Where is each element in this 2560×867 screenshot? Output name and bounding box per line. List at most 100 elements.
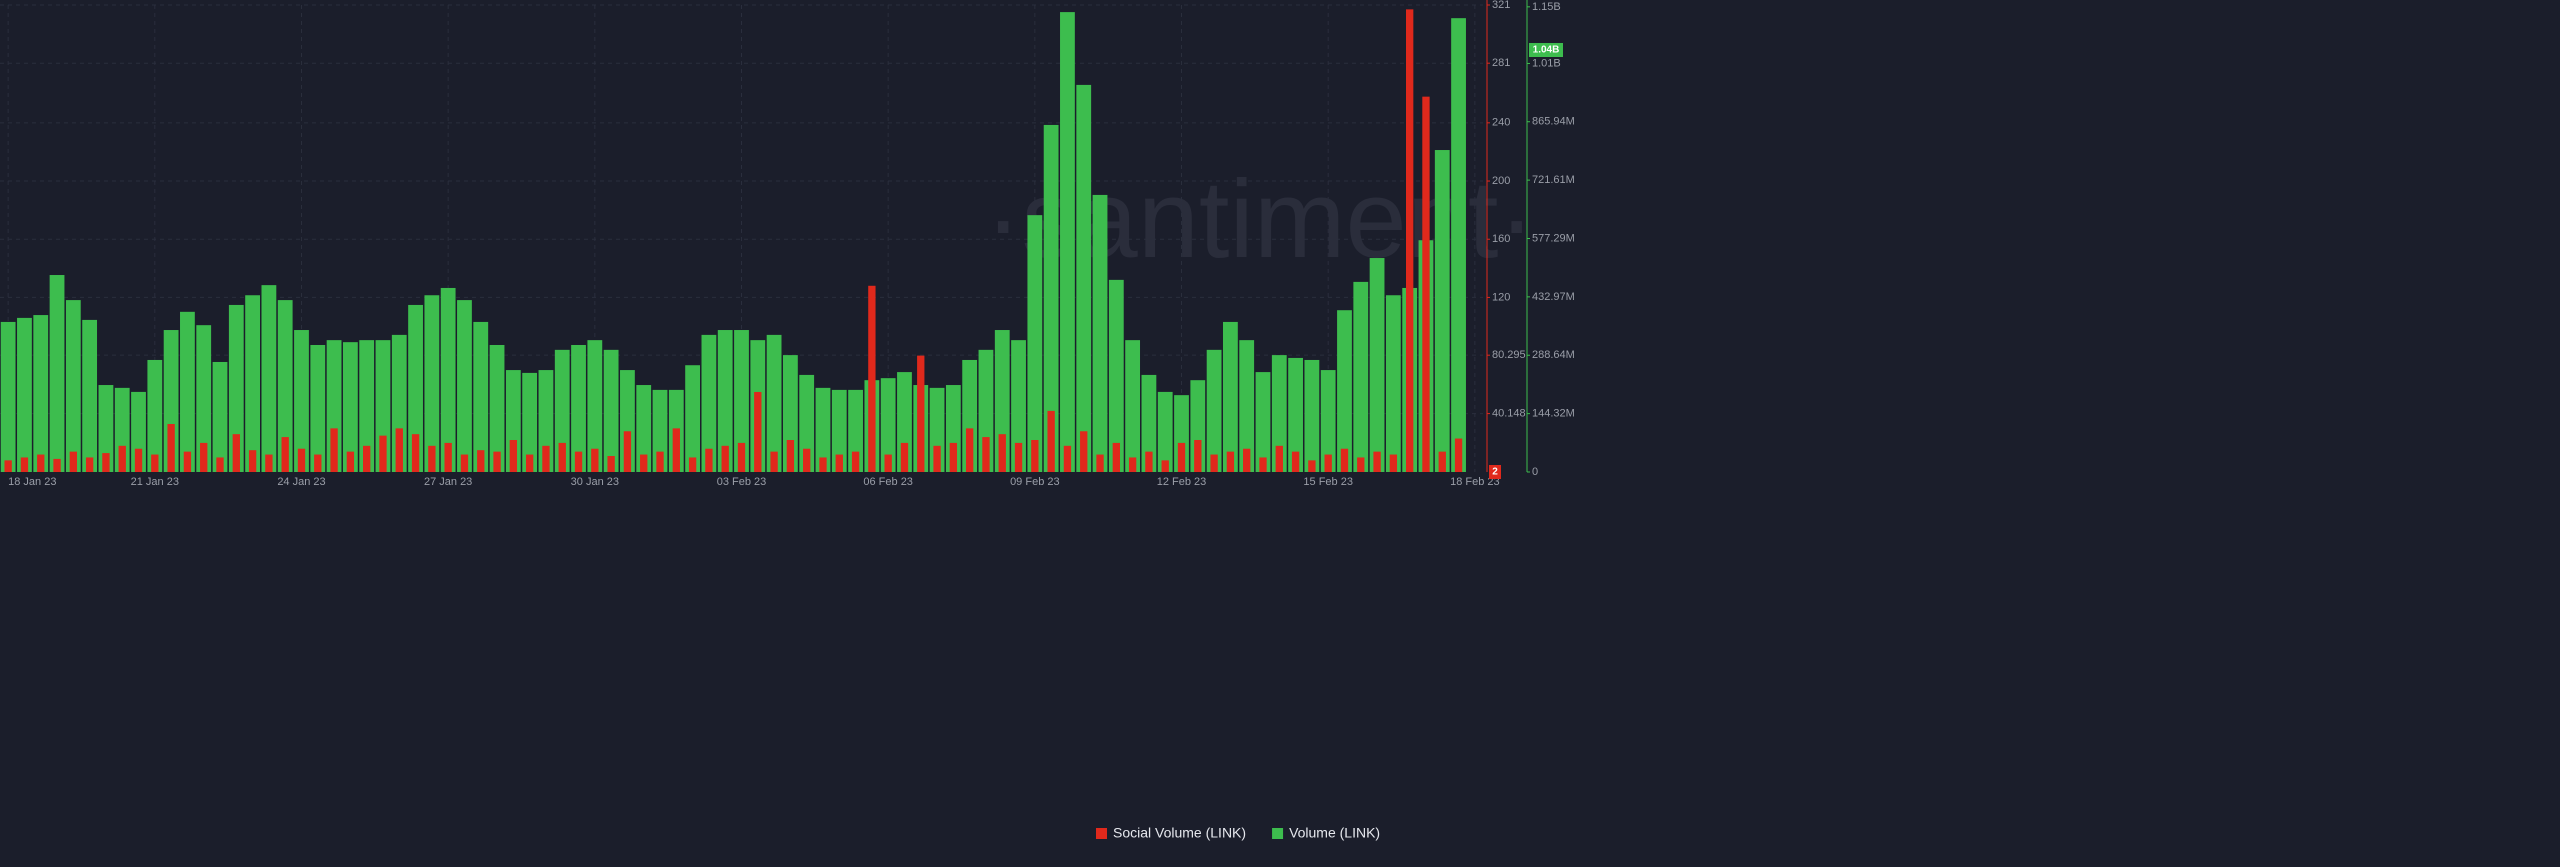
volume-bar	[1353, 281, 1369, 472]
social-volume-bar	[1031, 439, 1039, 472]
social-volume-bar	[69, 451, 78, 472]
volume-bar	[1076, 84, 1092, 473]
social-volume-bar	[819, 457, 827, 472]
volume-bar	[1157, 391, 1173, 472]
social-volume-bar	[363, 445, 371, 472]
y2-tick-label: 144.32M	[1532, 408, 1575, 420]
social-volume-bar	[803, 448, 811, 472]
volume-bar	[359, 340, 375, 472]
volume-bar	[652, 389, 668, 472]
social-volume-bar	[558, 442, 566, 472]
volume-bar	[1060, 12, 1075, 473]
volume-bar	[685, 365, 701, 472]
social-volume-bar	[118, 445, 126, 472]
volume-bar	[489, 344, 505, 472]
social-volume-bar	[167, 423, 175, 472]
social-volume-bar	[900, 442, 909, 472]
y-tick-label: 200	[1492, 175, 1510, 187]
y2-tick-label: 577.29M	[1532, 232, 1575, 244]
volume-bar	[261, 285, 277, 472]
volume-bar	[994, 330, 1010, 472]
volume-bar	[1304, 359, 1320, 472]
volume-bar	[473, 321, 489, 472]
y-tick-label: 80.295	[1492, 349, 1526, 361]
x-tick-label: 09 Feb 23	[1010, 476, 1060, 488]
social-volume-bar	[460, 454, 469, 472]
volume-bar	[1255, 372, 1271, 472]
volume-bar	[815, 387, 831, 472]
volume-bar	[326, 340, 342, 472]
y2-tick-label: 432.97M	[1532, 291, 1575, 303]
social-volume-bar	[1014, 442, 1023, 472]
volume-bar	[277, 300, 293, 472]
y2-tick-label: 288.64M	[1532, 349, 1575, 361]
y-tick-label: 321	[1492, 0, 1510, 11]
social-volume-bar	[346, 451, 355, 472]
social-volume-bar	[1112, 442, 1120, 472]
social-volume-bar	[607, 455, 615, 472]
social-volume-bar	[1291, 451, 1300, 472]
volume-bar	[620, 370, 635, 472]
badge	[1529, 43, 1563, 57]
social-volume-bar	[4, 460, 12, 472]
volume-bar	[978, 349, 994, 472]
social-volume-bar	[1096, 454, 1104, 472]
legend-swatch[interactable]	[1272, 828, 1284, 839]
legend-label[interactable]: Volume (LINK)	[1289, 825, 1380, 841]
social-volume-bar	[851, 451, 860, 472]
volume-bar	[799, 374, 815, 472]
social-volume-bar	[1063, 445, 1072, 472]
volume-bar	[131, 391, 146, 472]
volume-bar	[82, 319, 98, 472]
social-volume-bar	[884, 454, 892, 472]
social-volume-bar	[151, 454, 159, 472]
social-volume-bar	[395, 428, 403, 472]
social-volume-bar	[411, 434, 420, 472]
volume-bar	[33, 315, 49, 472]
social-volume-bar	[1145, 451, 1153, 472]
x-tick-label: 24 Jan 23	[277, 476, 325, 488]
volume-bar	[571, 344, 586, 472]
volume-bar	[1108, 279, 1124, 472]
social-volume-bar	[868, 285, 876, 472]
volume-bar	[1174, 395, 1189, 472]
badge-label: 1.04B	[1533, 45, 1560, 56]
social-volume-bar	[444, 442, 452, 472]
social-volume-bar	[982, 437, 990, 472]
social-volume-bar	[183, 451, 192, 472]
volume-bar	[1223, 321, 1238, 472]
volume-bar	[717, 330, 733, 472]
volume-bar	[196, 325, 212, 472]
social-volume-bar	[1080, 431, 1088, 472]
volume-bar	[1043, 124, 1059, 473]
volume-bar	[147, 359, 163, 472]
badge	[1489, 465, 1501, 479]
social-volume-bar	[1210, 454, 1218, 472]
volume-bar	[114, 387, 130, 472]
legend-label[interactable]: Social Volume (LINK)	[1113, 825, 1246, 841]
social-volume-bar	[20, 457, 29, 472]
volume-bar	[424, 295, 440, 472]
x-tick-label: 03 Feb 23	[717, 476, 767, 488]
volume-bar	[1385, 295, 1401, 472]
social-volume-bar	[1243, 448, 1251, 472]
social-volume-bar	[965, 428, 974, 472]
volume-bar	[0, 321, 16, 472]
social-volume-bar	[428, 445, 436, 472]
social-volume-bar	[949, 442, 958, 472]
volume-bar	[391, 334, 407, 472]
social-volume-bar	[232, 434, 240, 472]
y2-tick-label: 1.01B	[1532, 57, 1561, 69]
volume-bar	[1434, 150, 1450, 472]
volume-bar	[701, 334, 717, 472]
y-tick-label: 281	[1492, 57, 1510, 69]
legend[interactable]: Social Volume (LINK) Volume (LINK)	[1096, 825, 1380, 841]
volume-bar	[180, 311, 195, 472]
legend-swatch[interactable]	[1096, 828, 1107, 839]
volume-bar	[1369, 258, 1385, 472]
x-tick-label: 30 Jan 23	[571, 476, 619, 488]
badge-label: 2	[1492, 467, 1498, 478]
social-volume-bar	[754, 391, 762, 472]
social-volume-bar	[1357, 457, 1365, 472]
social-volume-bar	[134, 448, 143, 472]
